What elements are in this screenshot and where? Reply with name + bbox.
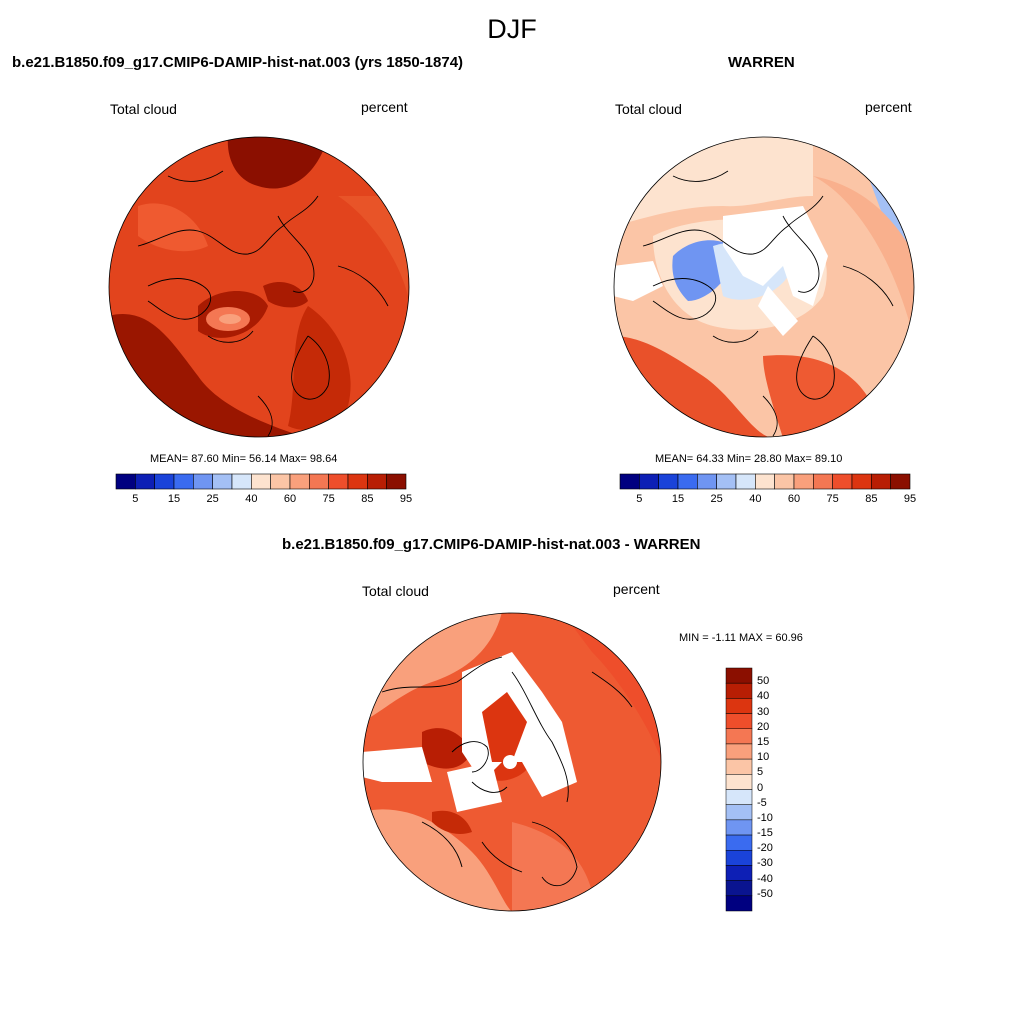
panel2-title: WARREN	[728, 54, 795, 71]
colorbar-tick-label: 50	[757, 675, 770, 688]
colorbar-tick-label: 15	[757, 735, 770, 748]
colorbar-swatch	[386, 473, 407, 490]
colorbar-swatch	[716, 473, 737, 490]
colorbar-swatch	[328, 473, 349, 490]
panel1-polar-map	[108, 136, 410, 438]
colorbar-swatch	[154, 473, 175, 490]
colorbar-swatch	[813, 473, 833, 490]
colorbar-tick-label: 5	[636, 493, 643, 505]
colorbar-swatch	[725, 743, 753, 760]
colorbar-swatch	[725, 789, 753, 805]
colorbar-swatch	[619, 473, 640, 490]
colorbar-tick-label: 40	[749, 493, 762, 505]
colorbar-tick-label: 40	[245, 493, 258, 505]
panel3-variable-label: Total cloud	[362, 583, 429, 599]
colorbar-tick-label: 15	[167, 493, 181, 505]
colorbar-swatch	[725, 698, 753, 714]
panel2-variable-label: Total cloud	[615, 101, 682, 117]
panel3-polar-map	[362, 612, 662, 912]
colorbar-tick-label: -15	[757, 827, 773, 840]
colorbar-swatch	[193, 473, 213, 490]
colorbar-swatch	[289, 473, 310, 490]
colorbar-tick-label: 15	[671, 493, 685, 505]
colorbar-swatch	[639, 473, 659, 490]
colorbar-tick-label: 95	[399, 493, 413, 505]
panel2-colorbar	[619, 473, 911, 490]
colorbar-swatch	[871, 473, 891, 490]
colorbar-swatch	[851, 473, 872, 490]
colorbar-tick-label: 85	[865, 493, 878, 505]
colorbar-swatch	[725, 667, 753, 684]
panel3-stats: MIN = -1.11 MAX = 60.96	[679, 632, 803, 644]
panel1-variable-label: Total cloud	[110, 101, 177, 117]
colorbar-swatch	[677, 473, 698, 490]
colorbar-swatch	[725, 728, 753, 745]
colorbar-tick-label: 30	[757, 705, 770, 718]
panel1-units-label: percent	[361, 99, 408, 115]
colorbar-tick-label: -20	[757, 842, 773, 855]
panel2-stats: MEAN= 64.33 Min= 28.80 Max= 89.10	[655, 453, 843, 465]
colorbar-tick-label: 5	[132, 493, 139, 505]
colorbar-tick-label: 40	[757, 690, 770, 703]
colorbar-swatch	[832, 473, 853, 490]
colorbar-tick-label: 5	[757, 766, 764, 779]
colorbar-swatch	[725, 895, 753, 912]
panel3-title: b.e21.B1850.f09_g17.CMIP6-DAMIP-hist-nat…	[282, 536, 701, 553]
colorbar-tick-label: 0	[757, 781, 764, 794]
colorbar-swatch	[251, 473, 271, 490]
panel2-polar-map	[613, 136, 915, 438]
colorbar-tick-label: 75	[826, 493, 839, 505]
colorbar-tick-label: -40	[757, 872, 773, 885]
figure-title: DJF	[487, 14, 537, 44]
colorbar-swatch	[347, 473, 368, 490]
colorbar-tick-label: 25	[710, 493, 723, 505]
panel3-units-label: percent	[613, 581, 660, 597]
colorbar-swatch	[725, 713, 753, 729]
colorbar-tick-label: -30	[757, 857, 773, 870]
colorbar-swatch	[725, 834, 753, 851]
colorbar-swatch	[725, 850, 753, 866]
colorbar-swatch	[725, 865, 753, 881]
colorbar-swatch	[793, 473, 814, 490]
colorbar-tick-label: 60	[283, 493, 297, 505]
colorbar-swatch	[755, 473, 775, 490]
panel1-title: b.e21.B1850.f09_g17.CMIP6-DAMIP-hist-nat…	[12, 54, 464, 71]
colorbar-tick-label: -10	[757, 811, 773, 824]
colorbar-swatch	[774, 473, 795, 490]
colorbar-tick-label: 10	[757, 751, 770, 764]
colorbar-swatch	[725, 682, 753, 699]
colorbar-swatch	[725, 774, 753, 790]
panel1-stats: MEAN= 87.60 Min= 56.14 Max= 98.64	[150, 453, 338, 465]
colorbar-swatch	[367, 473, 387, 490]
colorbar-swatch	[658, 473, 679, 490]
colorbar-tick-label: 95	[903, 493, 917, 505]
colorbar-swatch	[173, 473, 194, 490]
panel1-colorbar	[115, 473, 407, 490]
colorbar-swatch	[725, 804, 753, 821]
colorbar-swatch	[697, 473, 717, 490]
colorbar-tick-label: 25	[206, 493, 219, 505]
colorbar-swatch	[890, 473, 911, 490]
colorbar-swatch	[212, 473, 233, 490]
colorbar-swatch	[135, 473, 155, 490]
colorbar-swatch	[270, 473, 291, 490]
colorbar-tick-label: 60	[787, 493, 801, 505]
colorbar-swatch	[735, 473, 756, 490]
colorbar-swatch	[725, 819, 753, 836]
colorbar-tick-label: -5	[757, 796, 767, 809]
colorbar-tick-label: 75	[322, 493, 335, 505]
colorbar-tick-label: -50	[757, 887, 773, 900]
colorbar-tick-label: 85	[361, 493, 374, 505]
colorbar-swatch	[115, 473, 136, 490]
colorbar-swatch	[725, 880, 753, 897]
panel2-units-label: percent	[865, 99, 912, 115]
colorbar-swatch	[309, 473, 329, 490]
colorbar-swatch	[231, 473, 252, 490]
panel3-colorbar	[725, 667, 753, 912]
colorbar-swatch	[725, 758, 753, 775]
colorbar-tick-label: 20	[757, 720, 770, 733]
